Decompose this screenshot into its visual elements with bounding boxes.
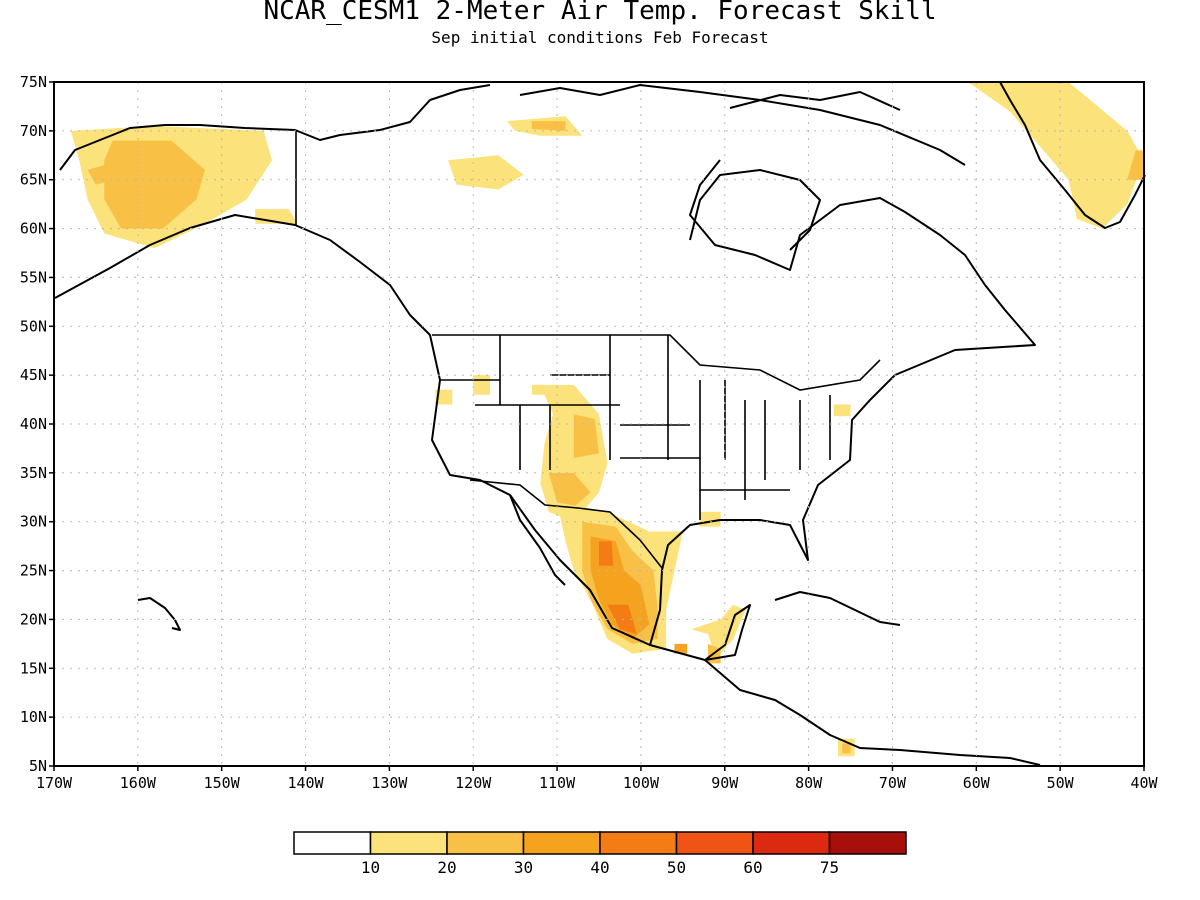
skill-region	[473, 375, 490, 395]
graticule	[54, 82, 1144, 766]
baja-coastline	[509, 494, 566, 586]
skill-region	[448, 155, 524, 190]
colorbar-label: 50	[667, 858, 686, 877]
lon-tick-label: 70W	[879, 774, 907, 792]
us-canada-border	[432, 334, 881, 391]
skill-region	[599, 541, 614, 566]
skill-shading-layer	[70, 82, 1144, 757]
colorbar-swatch	[752, 831, 831, 855]
skill-region	[104, 140, 205, 229]
lon-tick-label: 40W	[1130, 774, 1158, 792]
lat-tick-label: 25N	[20, 562, 47, 580]
us-mexico-border	[469, 479, 663, 569]
map-title: NCAR_CESM1 2-Meter Air Temp. Forecast Sk…	[263, 0, 937, 26]
lat-tick-label: 15N	[20, 659, 47, 677]
skill-region	[967, 82, 1144, 229]
lon-tick-label: 50W	[1047, 774, 1075, 792]
lat-tick-label: 40N	[20, 415, 47, 433]
coastline-layer	[54, 81, 1146, 766]
skill-region	[699, 511, 721, 527]
colorbar-swatch	[675, 831, 754, 855]
colorbar-swatch	[522, 831, 601, 855]
lon-tick-label: 160W	[120, 774, 157, 792]
lat-tick-label: 5N	[29, 757, 47, 775]
lat-tick-label: 45N	[20, 366, 47, 384]
colorbar: 10 20 30 40 50 60 75	[293, 831, 907, 877]
skill-region	[87, 165, 113, 185]
lon-tick-label: 140W	[287, 774, 324, 792]
lat-tick-label: 10N	[20, 708, 47, 726]
lon-tick-label: 120W	[455, 774, 492, 792]
colorbar-swatch	[293, 831, 372, 855]
skill-region	[1127, 150, 1144, 180]
skill-region	[573, 414, 599, 459]
skill-region	[842, 743, 851, 754]
colorbar-label: 20	[437, 858, 456, 877]
us-state-lines	[440, 335, 831, 520]
hawaii-coastline	[137, 597, 181, 631]
lat-tick-label: 30N	[20, 513, 47, 531]
skill-region	[435, 389, 453, 405]
alaska-coastline	[59, 84, 491, 171]
colorbar-label: 75	[820, 858, 839, 877]
colorbar-label: 10	[361, 858, 380, 877]
lat-tick-label: 60N	[20, 220, 47, 238]
lon-tick-label: 90W	[711, 774, 739, 792]
lon-tick-label: 110W	[539, 774, 576, 792]
lat-tick-label: 70N	[20, 122, 47, 140]
lat-tick-label: 35N	[20, 464, 47, 482]
colorbar-swatch	[599, 831, 678, 855]
skill-region	[833, 404, 851, 417]
skill-region	[531, 384, 545, 395]
lon-tick-label: 60W	[963, 774, 991, 792]
lat-tick-label: 55N	[20, 268, 47, 286]
lon-tick-label: 130W	[371, 774, 408, 792]
skill-region	[674, 643, 687, 654]
colorbar-swatch	[446, 831, 525, 855]
lon-tick-label: 150W	[204, 774, 241, 792]
state-borders-layer	[295, 130, 881, 569]
lon-tick-label: 100W	[623, 774, 660, 792]
lat-tick-label: 75N	[20, 73, 47, 91]
gulf-coastline	[649, 159, 1036, 661]
colorbar-label: 30	[514, 858, 533, 877]
lon-tick-label: 80W	[795, 774, 823, 792]
skill-region	[691, 604, 746, 659]
lat-tick-label: 20N	[20, 610, 47, 628]
arctic-islands	[519, 84, 966, 251]
map-subtitle: Sep initial conditions Feb Forecast	[431, 28, 769, 47]
colorbar-label: 60	[743, 858, 762, 877]
greenland-coastline	[999, 81, 1146, 229]
colorbar-label: 40	[590, 858, 609, 877]
axis-ticks: 75N 70N 65N 60N 55N 50N 45N 40N 35N 30N 25N 20N 15N 1…	[20, 73, 1159, 792]
lon-tick-label: 170W	[36, 774, 73, 792]
colorbar-swatch	[828, 831, 907, 855]
colorbar-swatch	[369, 831, 448, 855]
skill-region	[548, 472, 591, 508]
cuba-coastline	[774, 591, 901, 626]
lat-tick-label: 65N	[20, 171, 47, 189]
lat-tick-label: 50N	[20, 317, 47, 335]
